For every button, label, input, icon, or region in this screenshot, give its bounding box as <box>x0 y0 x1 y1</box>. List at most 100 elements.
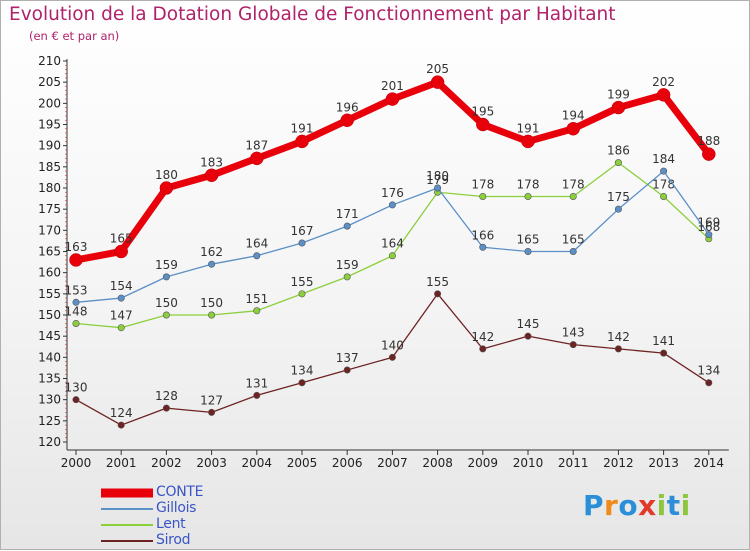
y-tick-label: 190 <box>38 139 61 153</box>
data-point-lent <box>253 307 261 315</box>
data-point-lent <box>162 311 170 319</box>
y-tick-label: 195 <box>38 118 61 132</box>
data-point-sirod <box>343 366 351 374</box>
data-label-gillois: 153 <box>65 283 88 297</box>
data-label-conte: 183 <box>200 155 223 169</box>
data-label-sirod: 137 <box>336 351 359 365</box>
data-label-lent: 148 <box>65 304 88 318</box>
data-point-gillois <box>614 205 622 213</box>
data-point-sirod <box>117 421 125 429</box>
y-tick-label: 200 <box>38 96 61 110</box>
data-label-lent: 186 <box>607 144 630 158</box>
data-point-conte <box>656 88 671 102</box>
data-label-sirod: 140 <box>381 338 404 352</box>
data-point-conte <box>250 151 264 166</box>
data-point-conte <box>385 92 400 106</box>
y-tick-label: 170 <box>38 223 61 237</box>
legend-swatch <box>101 540 153 542</box>
data-label-sirod: 134 <box>291 364 314 378</box>
data-point-lent <box>208 311 216 319</box>
data-label-gillois: 164 <box>245 237 268 251</box>
data-label-gillois: 162 <box>200 245 223 259</box>
data-point-conte <box>521 134 535 149</box>
data-label-gillois: 166 <box>471 228 494 242</box>
data-point-lent <box>72 319 80 327</box>
data-point-conte <box>430 75 445 89</box>
data-point-conte <box>476 117 490 132</box>
data-label-sirod: 142 <box>607 330 630 344</box>
legend-label: Gillois <box>156 500 197 516</box>
data-point-gillois <box>208 260 216 268</box>
data-label-lent: 155 <box>291 275 314 289</box>
data-label-gillois: 184 <box>652 152 675 166</box>
data-label-sirod: 130 <box>65 381 88 395</box>
data-point-conte <box>295 134 309 149</box>
x-tick-label: 2008 <box>422 456 453 470</box>
data-label-gillois: 167 <box>291 224 314 238</box>
data-point-sirod <box>569 341 577 349</box>
data-label-lent: 178 <box>652 177 675 191</box>
x-tick-label: 2012 <box>603 456 634 470</box>
data-point-conte <box>114 244 128 259</box>
data-point-conte <box>566 121 580 136</box>
x-tick-label: 2007 <box>377 456 408 470</box>
data-point-lent <box>569 192 577 200</box>
data-label-lent: 178 <box>517 177 540 191</box>
x-tick-label: 2000 <box>61 456 92 470</box>
data-label-gillois: 159 <box>155 258 178 272</box>
data-point-lent <box>524 192 532 200</box>
data-label-conte: 180 <box>155 168 178 182</box>
data-point-conte <box>702 147 716 161</box>
legend-label: Lent <box>156 516 186 532</box>
data-point-sirod <box>614 345 622 353</box>
data-point-gillois <box>434 184 442 192</box>
data-point-gillois <box>660 167 668 175</box>
data-point-conte <box>69 253 83 267</box>
data-label-lent: 151 <box>245 292 268 306</box>
data-point-sirod <box>72 396 80 404</box>
data-label-gillois: 169 <box>697 216 720 230</box>
data-label-sirod: 141 <box>652 334 675 348</box>
data-label-conte: 165 <box>110 232 133 246</box>
chart-title: Evolution de la Dotation Globale de Fonc… <box>9 4 616 25</box>
data-label-conte: 188 <box>697 134 720 148</box>
data-label-lent: 150 <box>155 296 178 310</box>
legend-swatch <box>101 508 153 510</box>
data-label-sirod: 127 <box>200 393 223 407</box>
data-point-lent <box>117 324 125 332</box>
x-tick-label: 2006 <box>332 456 363 470</box>
data-point-sirod <box>660 349 668 357</box>
data-point-gillois <box>705 231 713 239</box>
data-point-sirod <box>298 379 306 387</box>
data-point-gillois <box>298 239 306 247</box>
legend-swatch <box>101 524 153 526</box>
data-point-sirod <box>162 404 170 412</box>
data-label-lent: 168 <box>697 220 720 234</box>
y-tick-label: 125 <box>38 414 61 428</box>
data-label-lent: 164 <box>381 237 404 251</box>
data-label-gillois: 154 <box>110 279 133 293</box>
data-label-lent: 178 <box>562 177 585 191</box>
data-label-sirod: 155 <box>426 275 449 289</box>
data-point-lent <box>298 290 306 298</box>
data-label-gillois: 165 <box>562 233 585 247</box>
data-label-gillois: 180 <box>426 169 449 183</box>
data-label-lent: 147 <box>110 309 133 323</box>
chart-subtitle: (en € et par an) <box>29 29 120 43</box>
data-label-lent: 150 <box>200 296 223 310</box>
data-point-lent <box>388 252 396 260</box>
data-label-lent: 179 <box>426 173 449 187</box>
x-tick-label: 2004 <box>242 456 273 470</box>
data-label-gillois: 176 <box>381 186 404 200</box>
data-label-conte: 194 <box>562 109 585 123</box>
legend-label: CONTE <box>156 484 204 500</box>
y-tick-label: 160 <box>38 266 61 280</box>
data-point-sirod <box>524 332 532 340</box>
data-point-gillois <box>388 201 396 209</box>
data-point-lent <box>479 192 487 200</box>
legend-swatch <box>101 488 153 498</box>
y-tick-label: 175 <box>38 202 61 216</box>
data-point-gillois <box>162 273 170 281</box>
data-label-conte: 205 <box>426 62 449 76</box>
